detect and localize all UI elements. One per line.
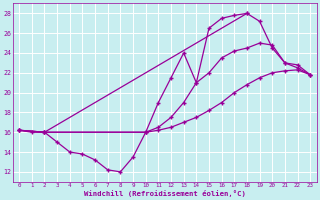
- X-axis label: Windchill (Refroidissement éolien,°C): Windchill (Refroidissement éolien,°C): [84, 190, 246, 197]
